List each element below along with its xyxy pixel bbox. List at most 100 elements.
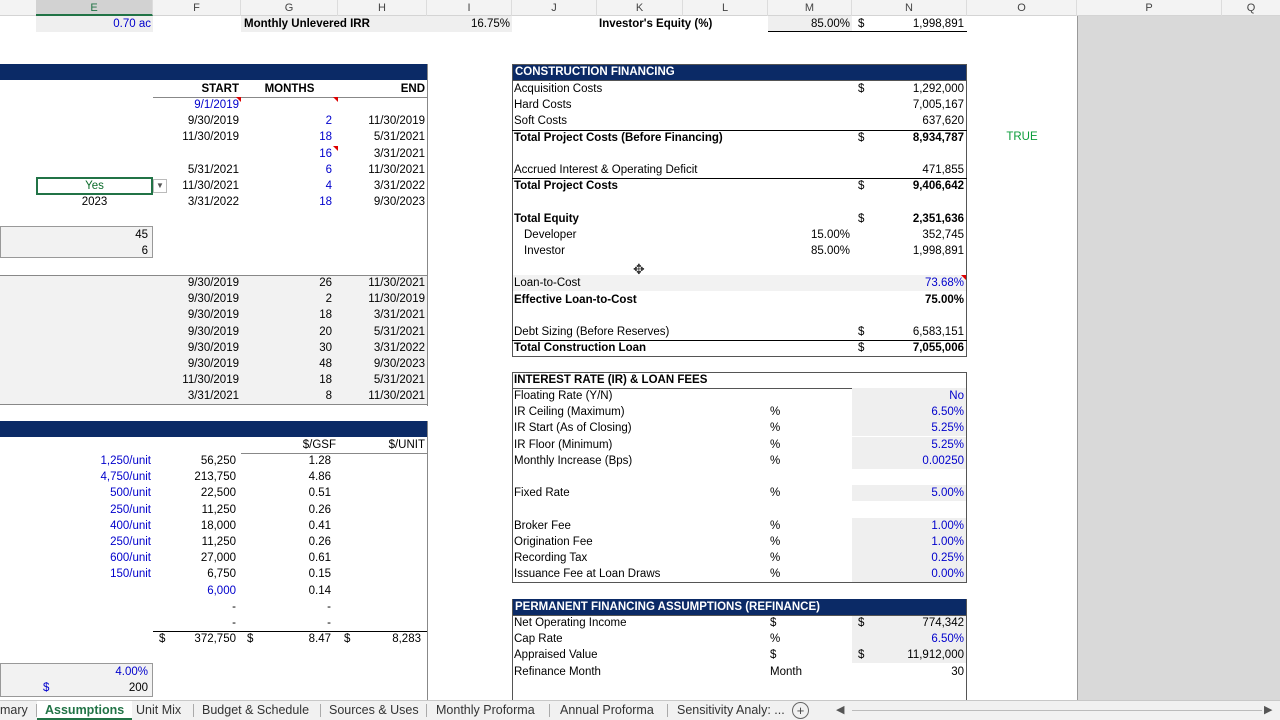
- schedule-months-cell[interactable]: 18: [319, 196, 332, 209]
- timeline-end-cell[interactable]: 11/30/2019: [368, 293, 425, 306]
- cost-gsf-cell[interactable]: 1.28: [308, 455, 331, 467]
- construction-pct[interactable]: 85.00%: [810, 245, 850, 257]
- perm-value[interactable]: 6.50%: [931, 633, 964, 646]
- construction-amount[interactable]: 1,292,000: [912, 83, 964, 95]
- input-value-45[interactable]: 45: [135, 229, 148, 241]
- schedule-end-cell[interactable]: 11/30/2021: [368, 163, 425, 176]
- cost-gsf-cell[interactable]: 0.26: [308, 503, 331, 516]
- schedule-start-cell[interactable]: 3/31/2022: [187, 196, 239, 209]
- construction-amount[interactable]: 352,745: [922, 228, 964, 241]
- cost-per-unit-cell[interactable]: 250/unit: [110, 536, 151, 548]
- column-header-k[interactable]: K: [597, 0, 683, 16]
- cost-gsf-cell[interactable]: 0.41: [308, 519, 331, 532]
- perm-value[interactable]: 774,342: [922, 617, 964, 629]
- cost-amount-cell[interactable]: 6,000: [207, 584, 236, 597]
- column-header-o[interactable]: O: [967, 0, 1077, 16]
- perm-value[interactable]: 30: [951, 665, 964, 678]
- cost-gsf-cell[interactable]: 0.15: [308, 568, 331, 581]
- column-header-l[interactable]: L: [683, 0, 768, 16]
- timeline-end-cell[interactable]: 11/30/2021: [368, 277, 425, 289]
- costs-total-amount[interactable]: 372,750: [194, 633, 236, 645]
- timeline-end-cell[interactable]: 5/31/2021: [373, 374, 425, 387]
- timeline-months-cell[interactable]: 18: [319, 374, 332, 387]
- construction-amount[interactable]: 637,620: [922, 115, 964, 128]
- tab-summary[interactable]: mary: [0, 703, 28, 717]
- timeline-start-cell[interactable]: 9/30/2019: [187, 358, 239, 370]
- column-header-e[interactable]: E: [36, 0, 153, 16]
- schedule-months-cell[interactable]: 2: [325, 115, 332, 128]
- cost-gsf-cell[interactable]: 4.86: [308, 471, 331, 484]
- interest-value[interactable]: 1.00%: [931, 535, 964, 548]
- cost-amount-cell[interactable]: 18,000: [200, 519, 236, 532]
- investors-equity-pct[interactable]: 85.00%: [810, 18, 850, 30]
- interest-value[interactable]: 5.25%: [931, 422, 964, 435]
- interest-value[interactable]: 0.00%: [931, 568, 964, 581]
- timeline-end-cell[interactable]: 11/30/2021: [368, 390, 425, 403]
- timeline-months-cell[interactable]: 30: [319, 341, 332, 354]
- cost-per-unit-cell[interactable]: 250/unit: [110, 503, 151, 516]
- bottom-pct[interactable]: 4.00%: [115, 666, 148, 678]
- timeline-months-cell[interactable]: 26: [319, 277, 332, 289]
- cost-amount-cell[interactable]: -: [232, 600, 236, 613]
- schedule-months-cell[interactable]: 16: [319, 147, 332, 160]
- column-header-g[interactable]: G: [241, 0, 338, 16]
- monthly-unlevered-irr-value[interactable]: 16.75%: [470, 18, 510, 30]
- column-header-p[interactable]: P: [1077, 0, 1222, 16]
- cost-amount-cell[interactable]: 11,250: [201, 536, 236, 548]
- construction-amount[interactable]: 471,855: [922, 164, 964, 176]
- scroll-left-icon[interactable]: ◀: [836, 704, 845, 716]
- schedule-end-cell[interactable]: 9/30/2023: [373, 196, 425, 209]
- cost-per-unit-cell[interactable]: 400/unit: [110, 519, 151, 532]
- schedule-months-cell[interactable]: 4: [325, 180, 332, 192]
- construction-amount[interactable]: 7,055,006: [912, 342, 964, 355]
- tab-sources-uses[interactable]: Sources & Uses: [329, 703, 419, 717]
- horizontal-scrollbar[interactable]: [852, 710, 1262, 711]
- schedule-e-cell[interactable]: 2023: [81, 196, 108, 209]
- cost-amount-cell[interactable]: -: [232, 617, 236, 629]
- timeline-months-cell[interactable]: 48: [319, 358, 332, 370]
- cost-gsf-cell[interactable]: 0.61: [308, 552, 331, 565]
- column-header-f[interactable]: F: [153, 0, 241, 16]
- add-sheet-icon[interactable]: +: [792, 702, 809, 719]
- timeline-start-cell[interactable]: 9/30/2019: [187, 309, 239, 322]
- timeline-end-cell[interactable]: 9/30/2023: [373, 358, 425, 370]
- timeline-months-cell[interactable]: 2: [325, 293, 332, 306]
- construction-amount[interactable]: 9,406,642: [912, 180, 964, 193]
- cost-per-unit-cell[interactable]: 500/unit: [110, 487, 151, 500]
- interest-value[interactable]: 5.25%: [931, 438, 964, 451]
- timeline-months-cell[interactable]: 8: [325, 390, 332, 403]
- interest-value[interactable]: 6.50%: [931, 406, 964, 419]
- column-header-h[interactable]: H: [338, 0, 427, 16]
- schedule-end-cell[interactable]: 3/31/2022: [373, 180, 425, 192]
- costs-total-unit[interactable]: 8,283: [392, 633, 421, 645]
- timeline-start-cell[interactable]: 3/31/2021: [187, 390, 239, 403]
- timeline-start-cell[interactable]: 11/30/2019: [182, 374, 239, 387]
- interest-value[interactable]: 1.00%: [931, 519, 964, 532]
- interest-value[interactable]: No: [949, 390, 964, 402]
- construction-amount[interactable]: 2,351,636: [912, 212, 964, 225]
- schedule-months-cell[interactable]: 6: [325, 163, 332, 176]
- input-value-6[interactable]: 6: [141, 245, 148, 257]
- schedule-e-cell[interactable]: Yes: [85, 180, 104, 192]
- column-header-i[interactable]: I: [427, 0, 512, 16]
- interest-value[interactable]: 5.00%: [931, 487, 964, 500]
- interest-value[interactable]: 0.00250: [922, 454, 964, 467]
- cost-per-unit-cell[interactable]: 1,250/unit: [100, 455, 151, 467]
- cost-gsf-cell[interactable]: -: [327, 617, 331, 629]
- schedule-end-cell[interactable]: 11/30/2019: [368, 115, 425, 128]
- schedule-start-cell[interactable]: 11/30/2019: [182, 131, 239, 144]
- dropdown-arrow-icon[interactable]: ▼: [153, 179, 167, 193]
- timeline-start-cell[interactable]: 9/30/2019: [187, 277, 239, 289]
- construction-amount[interactable]: 8,934,787: [912, 131, 964, 144]
- column-header-j[interactable]: J: [512, 0, 597, 16]
- acreage-cell[interactable]: 0.70 ac: [113, 18, 151, 30]
- column-header-m[interactable]: M: [768, 0, 852, 16]
- cost-gsf-cell[interactable]: 0.26: [308, 536, 331, 548]
- cost-amount-cell[interactable]: 56,250: [200, 455, 236, 467]
- cost-gsf-cell[interactable]: 0.14: [308, 584, 331, 597]
- perm-value[interactable]: 11,912,000: [907, 649, 964, 662]
- interest-value[interactable]: 0.25%: [931, 552, 964, 564]
- timeline-months-cell[interactable]: 18: [319, 309, 332, 322]
- construction-amount[interactable]: 6,583,151: [912, 326, 964, 338]
- schedule-start-cell[interactable]: 9/30/2019: [187, 115, 239, 128]
